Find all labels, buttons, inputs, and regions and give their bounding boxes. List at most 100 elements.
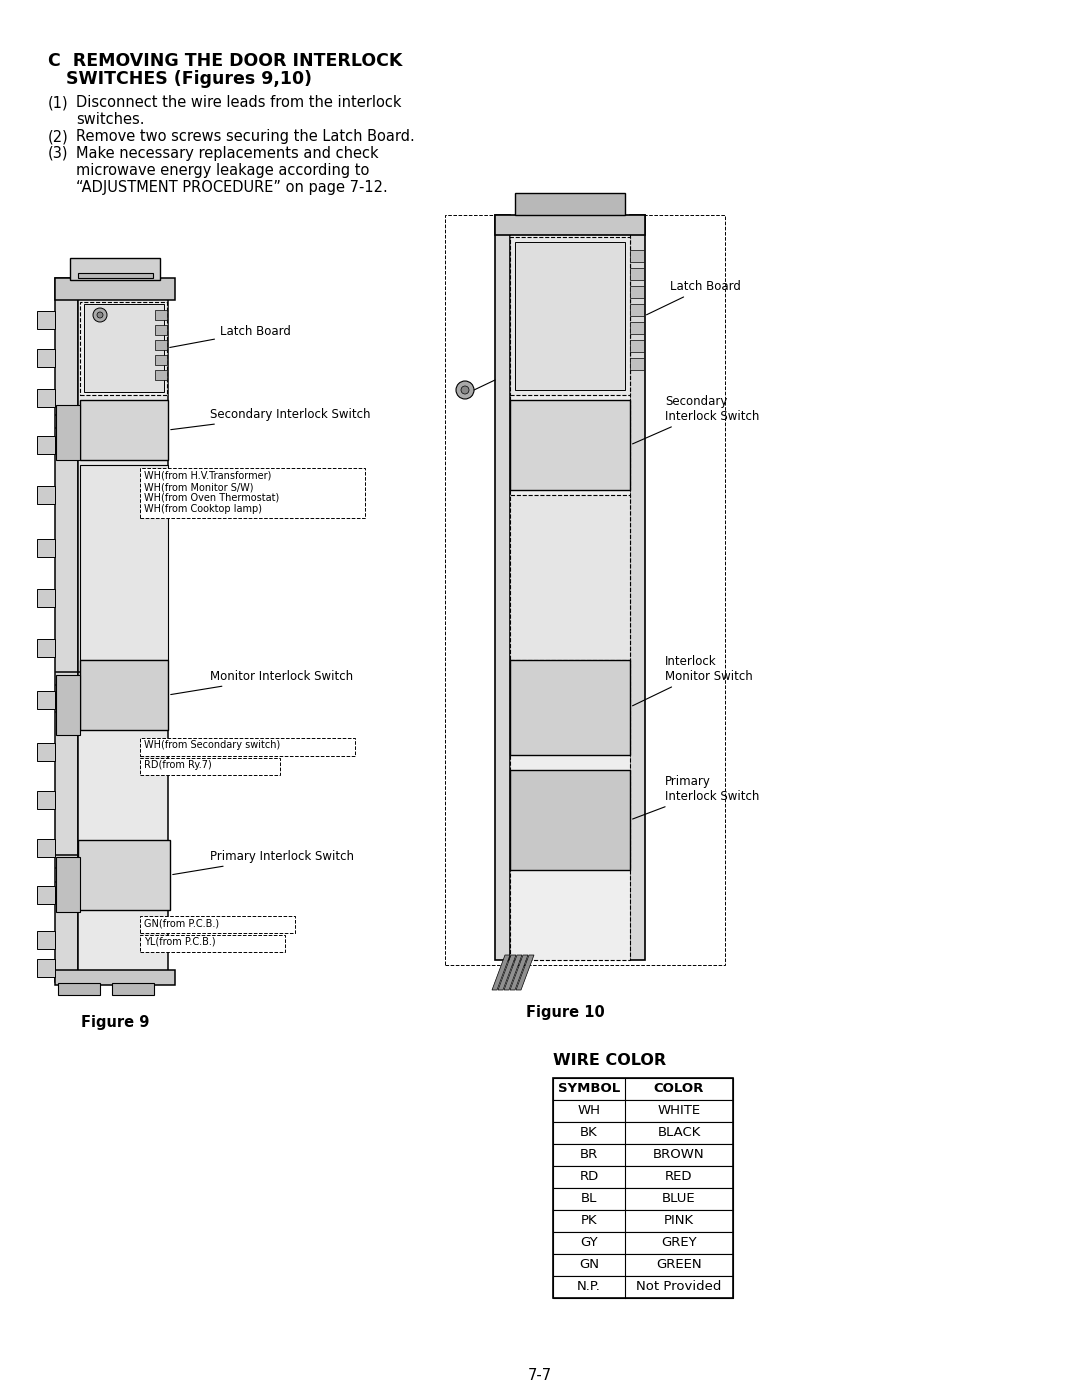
Bar [630,304,644,316]
Bar [510,769,630,870]
Bar [112,983,154,995]
Text: 7-7: 7-7 [528,1368,552,1384]
Bar [156,325,167,334]
Bar [553,1100,733,1122]
Bar [515,193,625,215]
Text: GN: GN [579,1259,599,1272]
Bar [553,1079,733,1100]
Circle shape [93,308,107,322]
Polygon shape [492,956,510,990]
Text: BK: BK [580,1126,598,1140]
Bar [58,983,100,995]
Bar [56,404,80,460]
Text: RED: RED [665,1171,692,1184]
Bar [37,743,55,761]
Bar [37,436,55,455]
Bar [495,215,510,960]
Text: (1): (1) [48,95,69,111]
Bar [630,340,644,353]
Text: Disconnect the wire leads from the interlock: Disconnect the wire leads from the inter… [76,95,402,111]
Text: Figure 9: Figure 9 [81,1016,149,1030]
Bar [630,358,644,369]
Bar [553,1188,733,1210]
Circle shape [456,381,474,399]
Text: BLACK: BLACK [658,1126,701,1140]
Bar [140,469,365,518]
Bar [630,322,644,334]
Bar [56,674,80,734]
Bar [140,758,280,775]
Bar [56,858,80,912]
Bar [80,302,167,395]
Bar [630,215,645,960]
Text: Secondary
Interlock Switch: Secondary Interlock Switch [633,395,759,443]
Bar [37,639,55,658]
Bar [80,400,168,460]
Bar [37,389,55,407]
Text: GY: GY [580,1237,598,1249]
Text: Latch Board: Latch Board [170,325,291,347]
Bar [553,1254,733,1276]
Bar [553,1144,733,1165]
Bar [37,958,55,977]
Text: WH: WH [578,1104,600,1118]
Text: BROWN: BROWN [653,1149,705,1161]
Bar [553,1079,733,1298]
Bar [37,311,55,329]
Bar [37,930,55,949]
Bar [630,285,644,298]
Bar [37,589,55,607]
Bar [445,215,725,965]
Text: YL(from P.C.B.): YL(from P.C.B.) [144,937,216,947]
Text: Make necessary replacements and check: Make necessary replacements and check [76,145,379,161]
Bar [55,970,175,985]
Text: SYMBOL: SYMBOL [558,1083,620,1095]
Bar [37,539,55,557]
Bar [510,236,630,395]
Bar [70,257,160,280]
Text: Latch Board: Latch Board [647,280,741,315]
Text: Primary
Interlock Switch: Primary Interlock Switch [633,775,759,818]
Bar [156,355,167,365]
Bar [553,1276,733,1298]
Bar [80,464,168,660]
Text: “ADJUSTMENT PROCEDURE” on page 7-12.: “ADJUSTMENT PROCEDURE” on page 7-12. [76,180,388,194]
Text: GREY: GREY [661,1237,697,1249]
Text: WIRE COLOR: WIRE COLOR [553,1053,666,1067]
Polygon shape [498,956,516,990]
Text: WHITE: WHITE [658,1104,701,1118]
Text: microwave energy leakage according to: microwave energy leakage according to [76,164,369,178]
Bar [37,348,55,367]
Text: Remove two screws securing the Latch Board.: Remove two screws securing the Latch Boa… [76,129,415,144]
Bar [140,935,285,951]
Text: BR: BR [580,1149,598,1161]
Bar [630,250,644,262]
Bar [37,691,55,709]
Text: BLUE: BLUE [662,1192,696,1206]
Bar [37,485,55,504]
Polygon shape [510,956,528,990]
Bar [78,839,170,909]
Text: (2): (2) [48,129,69,144]
Bar [140,739,355,755]
Text: switches.: switches. [76,112,145,127]
Text: Primary Interlock Switch: Primary Interlock Switch [173,851,354,874]
Bar [156,340,167,350]
Bar [630,269,644,280]
Text: Figure 10: Figure 10 [526,1004,605,1020]
Text: COLOR: COLOR [653,1083,704,1095]
Text: RD(from Ry.7): RD(from Ry.7) [144,760,212,769]
Bar [553,1210,733,1233]
Text: SWITCHES (Figures 9,10): SWITCHES (Figures 9,10) [66,70,312,88]
Bar [510,495,630,660]
Bar [80,660,168,730]
Text: PK: PK [581,1214,597,1227]
Bar [510,215,630,960]
Bar [510,660,630,755]
Bar [37,886,55,904]
Circle shape [97,312,103,318]
Bar [495,215,645,235]
Text: PINK: PINK [664,1214,694,1227]
Text: N.P.: N.P. [577,1280,600,1294]
Text: Monitor Interlock Switch: Monitor Interlock Switch [171,670,353,694]
